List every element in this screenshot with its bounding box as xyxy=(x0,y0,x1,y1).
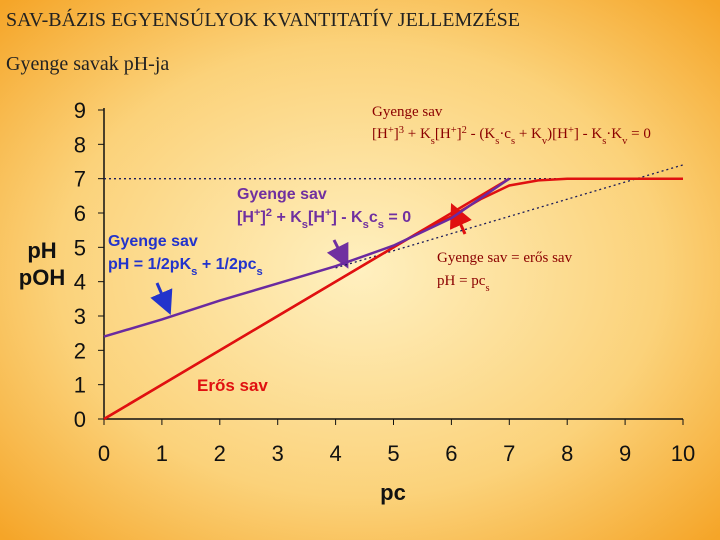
annotation-sup: + xyxy=(388,125,394,136)
annotation-sub: s xyxy=(191,266,197,278)
x-tick-label: 7 xyxy=(503,441,515,466)
x-tick-label: 2 xyxy=(214,441,226,466)
annotation-text: Gyenge sav = erős sav xyxy=(437,250,573,266)
annotation-sup: + xyxy=(568,125,574,136)
x-tick-label: 4 xyxy=(329,441,341,466)
x-tick-label: 1 xyxy=(156,441,168,466)
annotation-sup: 2 xyxy=(462,125,467,136)
x-tick-label: 10 xyxy=(671,441,695,466)
series-line xyxy=(103,177,510,421)
x-axis-label: pc xyxy=(380,480,406,505)
annotation: Erős sav xyxy=(197,376,268,395)
x-tick-label: 6 xyxy=(445,441,457,466)
x-tick-label: 8 xyxy=(561,441,573,466)
annotation-text: Gyenge sav xyxy=(372,104,443,120)
annotation-text: [H xyxy=(237,209,254,226)
y-tick-label: 2 xyxy=(74,338,86,363)
annotation-text: + K xyxy=(404,126,431,142)
annotation-sub: s xyxy=(511,136,515,147)
annotation-sub: s xyxy=(495,136,499,147)
annotation-text: Erős sav xyxy=(197,376,268,395)
annotation-sup: 2 xyxy=(266,207,272,219)
annotation-text: + K xyxy=(515,126,542,142)
annotation-text: pH = 1/2pK xyxy=(108,256,192,273)
annotation-text: [H xyxy=(372,126,388,142)
annotation-sub: s xyxy=(485,283,489,294)
annotation-text: ] xyxy=(260,209,265,226)
y-tick-label: 1 xyxy=(74,373,86,398)
annotation-sub: s xyxy=(431,136,435,147)
annotation-text: ] xyxy=(394,126,399,142)
arrow xyxy=(150,282,173,316)
y-tick-label: 4 xyxy=(74,270,86,295)
annotation-text: + K xyxy=(272,209,302,226)
annotation-text: [H xyxy=(435,126,451,142)
annotation-sub: v xyxy=(542,136,548,147)
annotation-text: c xyxy=(369,209,378,226)
annotation-text: )[H xyxy=(547,126,568,142)
annotation: pH = pcs xyxy=(437,273,490,294)
y-tick-label: 5 xyxy=(74,235,86,260)
annotation-text: pH = pc xyxy=(437,273,486,289)
y-tick-label: 8 xyxy=(74,132,86,157)
annotation-sup: + xyxy=(451,125,457,136)
y-tick-label: 3 xyxy=(74,304,86,329)
annotation-text: = 0 xyxy=(384,209,411,226)
y-tick-label: 0 xyxy=(74,407,86,432)
annotation-sub: s xyxy=(363,219,369,231)
annotation-text: ] - K xyxy=(574,126,602,142)
annotation-sup: + xyxy=(254,207,261,219)
y-tick-label: 9 xyxy=(74,98,86,123)
annotation-text: ·c xyxy=(499,126,511,142)
annotation-text: ·K xyxy=(606,126,622,142)
annotation-text: ] - K xyxy=(331,209,363,226)
annotation-sub: s xyxy=(257,266,263,278)
annotation: Gyenge sav xyxy=(237,186,327,203)
annotation-text: Gyenge sav xyxy=(108,233,198,250)
y-tick-label: 6 xyxy=(74,201,86,226)
annotation-sub: s xyxy=(302,219,308,231)
y-tick-label: 7 xyxy=(74,167,86,192)
x-tick-label: 0 xyxy=(98,441,110,466)
annotation-sup: + xyxy=(325,207,332,219)
annotation: Gyenge sav xyxy=(108,233,198,250)
series-line xyxy=(335,164,684,269)
annotation: Gyenge sav = erős sav xyxy=(437,250,573,266)
annotation-sub: s xyxy=(602,136,606,147)
y-axis-label: pOH xyxy=(19,265,65,290)
annotation-text: Gyenge sav xyxy=(237,186,327,203)
annotation-sup: 3 xyxy=(399,125,404,136)
annotation-text: + 1/2pc xyxy=(197,256,256,273)
annotation-text: ] xyxy=(457,126,462,142)
annotation-text: = 0 xyxy=(627,126,650,142)
annotation-sub: v xyxy=(622,136,628,147)
annotation-text: [H xyxy=(308,209,325,226)
x-tick-label: 3 xyxy=(272,441,284,466)
slide-subtitle: Gyenge savak pH-ja xyxy=(6,53,169,75)
annotation: Gyenge sav xyxy=(372,104,443,120)
annotation: [H+]3 + Ks[H+]2 - (Ks·cs + Kv)[H+] - Ks·… xyxy=(372,125,651,147)
arrow xyxy=(326,239,349,269)
annotation-text: - (K xyxy=(467,126,495,142)
annotation-sub: s xyxy=(378,219,384,231)
series-line xyxy=(103,177,511,338)
annotation: pH = 1/2pKs + 1/2pcs xyxy=(108,256,263,278)
y-axis-label: pH xyxy=(27,238,56,263)
x-tick-label: 9 xyxy=(619,441,631,466)
x-tick-label: 5 xyxy=(387,441,399,466)
arrow xyxy=(449,203,472,235)
annotation: [H+]2 + Ks[H+] - Kscs = 0 xyxy=(237,207,411,231)
slide-title: SAV-BÁZIS EGYENSÚLYOK KVANTITATÍV JELLEM… xyxy=(6,7,520,31)
